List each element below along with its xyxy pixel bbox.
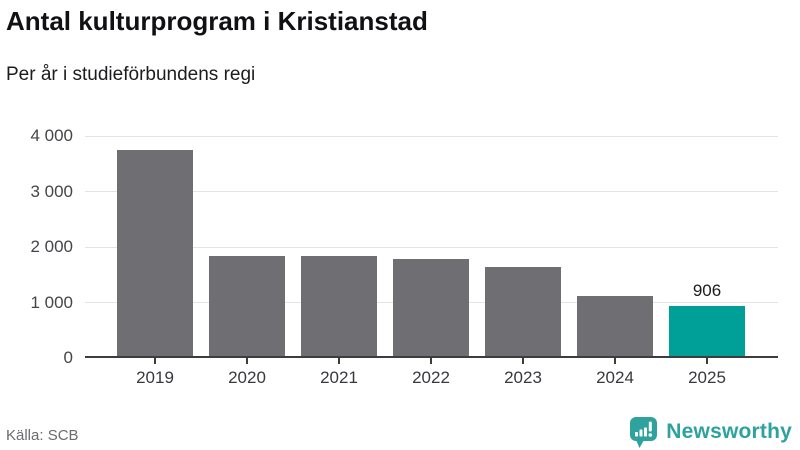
gridline (85, 135, 778, 137)
x-axis-tick (338, 358, 340, 364)
x-axis-tick (430, 358, 432, 364)
bar-chart-speech-bubble-icon (630, 416, 658, 448)
bar-2022 (393, 258, 469, 356)
gridline (85, 191, 778, 192)
x-axis-tick (154, 358, 156, 364)
x-tick-label-2019: 2019 (136, 368, 174, 387)
y-tick-label: 0 (63, 348, 73, 367)
x-axis-tick (246, 358, 248, 364)
bar-2025 (669, 305, 745, 356)
y-tick-label: 4 000 (30, 126, 73, 145)
x-axis-tick (614, 358, 616, 364)
chart-title: Antal kulturprogram i Kristianstad (6, 6, 428, 36)
brand-name: Newsworthy (666, 420, 792, 443)
bar-2019 (117, 149, 193, 356)
plot-area (85, 135, 778, 364)
x-axis-tick (706, 358, 708, 364)
chart-subtitle: Per år i studieförbundens regi (6, 64, 256, 85)
x-tick-label-2025: 2025 (688, 368, 726, 387)
x-tick-label-2021: 2021 (320, 368, 358, 387)
x-tick-label-2024: 2024 (596, 368, 634, 387)
source-note: Källa: SCB (6, 427, 79, 444)
bar-value-label: 906 (692, 280, 722, 300)
gridline (85, 246, 778, 248)
y-tick-label: 1 000 (30, 292, 73, 312)
x-tick-label-2022: 2022 (412, 368, 450, 387)
bar-2021 (301, 256, 377, 356)
x-tick-label-2020: 2020 (228, 368, 266, 387)
bar-2024 (577, 296, 653, 356)
y-tick-label: 3 000 (30, 181, 73, 201)
x-tick-label-2023: 2023 (504, 368, 542, 387)
bar-2020 (209, 256, 285, 356)
y-tick-label: 2 000 (30, 237, 73, 256)
brand-logo: Newsworthy (629, 415, 792, 449)
bar-2023 (485, 267, 561, 356)
x-axis-tick (522, 358, 524, 364)
